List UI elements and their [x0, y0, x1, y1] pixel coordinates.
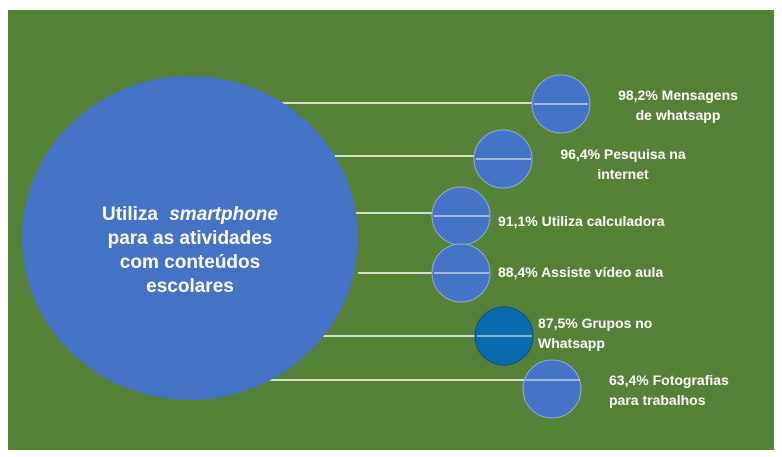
item-label-line-2: de whatsapp	[636, 107, 721, 123]
item-label-line-1: 63,4% Fotografias	[609, 372, 729, 388]
center-circle	[22, 76, 358, 400]
item-label-line-2: Whatsapp	[538, 335, 605, 351]
item-label-line-2: para trabalhos	[609, 392, 706, 408]
item-label-line-1: 91,1% Utiliza calculadora	[498, 213, 665, 229]
item-node: 98,2% Mensagens de whatsapp	[531, 74, 738, 134]
center-line-2: para as atividades	[108, 228, 273, 249]
center-line-1: Utiliza smartphone	[102, 204, 278, 225]
item-node: 88,4% Assiste vídeo aula	[431, 243, 663, 303]
item-node: 87,5% Grupos no Whatsapp	[474, 306, 652, 366]
item-label-line-1: 87,5% Grupos no	[538, 315, 652, 331]
item-node: 63,4% Fotografias para trabalhos	[522, 359, 729, 419]
item-label-line-2: internet	[597, 166, 649, 182]
item-node: 96,4% Pesquisa na internet	[473, 129, 686, 189]
item-node-circle	[522, 359, 582, 419]
center-line-3: com conteúdos	[120, 252, 260, 273]
item-node: 91,1% Utiliza calculadora	[431, 186, 665, 246]
item-label-line-1: 98,2% Mensagens	[618, 87, 738, 103]
item-label-line-1: 88,4% Assiste vídeo aula	[498, 264, 663, 280]
item-label-line-1: 96,4% Pesquisa na	[560, 146, 686, 162]
diagram-canvas: Utiliza smartphone para as atividades co…	[8, 10, 774, 450]
diagram-svg: Utiliza smartphone para as atividades co…	[8, 10, 774, 450]
center-line-4: escolares	[146, 276, 234, 297]
